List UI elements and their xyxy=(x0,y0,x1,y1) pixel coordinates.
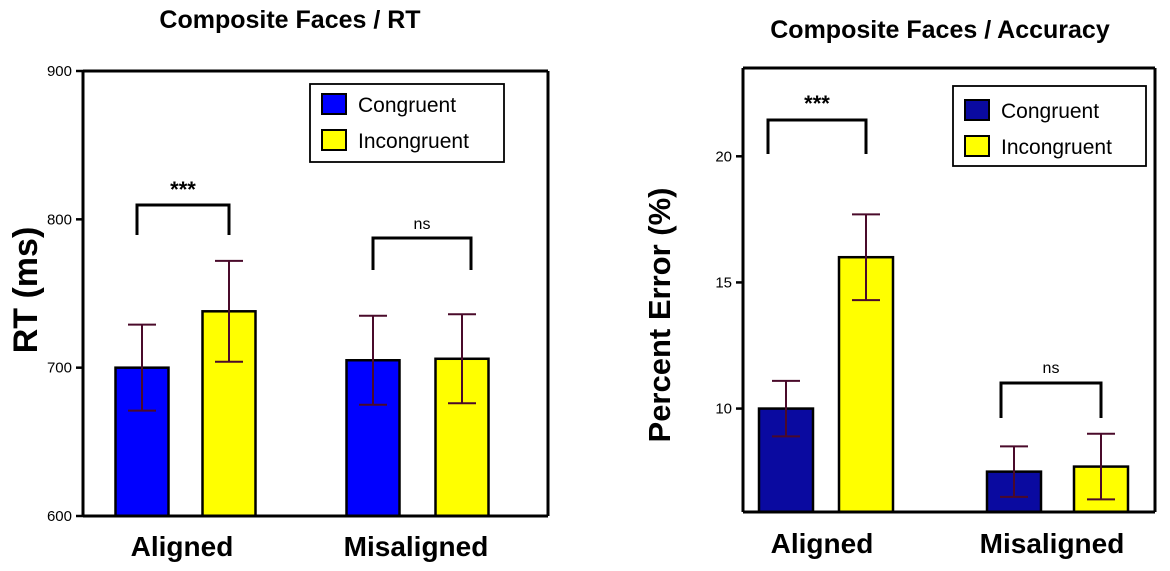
accuracy-significance: *** ns xyxy=(766,91,1103,418)
rt-category-misaligned: Misaligned xyxy=(344,531,489,562)
accuracy-bars xyxy=(757,255,1130,514)
acc-y-tick-label: 15 xyxy=(715,274,732,291)
accuracy-category-aligned: Aligned xyxy=(771,528,874,559)
acc-y-tick-label: 20 xyxy=(715,148,732,165)
rt-significance-bracket xyxy=(371,236,473,270)
accuracy-y-axis-label: Percent Error (%) xyxy=(642,188,677,443)
acc-y-tick-label: 10 xyxy=(715,401,732,418)
acc-significance-label: ns xyxy=(1043,360,1060,377)
rt-legend-swatch-congruent xyxy=(321,93,347,115)
accuracy-category-misaligned: Misaligned xyxy=(980,528,1125,559)
accuracy-legend: Congruent Incongruent xyxy=(952,85,1147,167)
acc-bar-incongruent-aligned xyxy=(837,255,895,514)
rt-bars xyxy=(114,310,490,518)
accuracy-panel: Composite Faces / Accuracy Percent Error… xyxy=(642,16,1157,559)
rt-y-tick-label: 800 xyxy=(47,211,72,228)
rt-y-tick-label: 700 xyxy=(47,360,72,377)
rt-significance: *** ns xyxy=(135,177,473,270)
rt-error-bars xyxy=(128,259,476,412)
rt-significance-label: ns xyxy=(414,216,431,233)
accuracy-error-bars xyxy=(772,213,1115,501)
accuracy-legend-swatch-incongruent xyxy=(964,135,990,157)
rt-y-axis-label: RT (ms) xyxy=(7,227,45,354)
rt-y-ticks: 600 700 800 900 xyxy=(47,63,83,525)
rt-significance-label: *** xyxy=(170,177,196,202)
acc-significance-bracket xyxy=(999,381,1103,418)
rt-panel: Composite Faces / RT RT (ms) 600 700 800 90… xyxy=(7,6,550,562)
accuracy-y-ticks: 10 15 20 xyxy=(715,148,743,418)
accuracy-legend-swatch-congruent xyxy=(964,99,990,121)
rt-y-tick-label: 600 xyxy=(47,508,72,525)
accuracy-legend-congruent: Congruent xyxy=(1001,100,1099,123)
rt-legend: Congruent Incongruent xyxy=(309,83,505,163)
rt-significance-bracket xyxy=(135,203,231,235)
accuracy-chart-title: Composite Faces / Accuracy xyxy=(770,16,1110,44)
accuracy-legend-incongruent: Incongruent xyxy=(1001,136,1112,159)
rt-legend-incongruent: Incongruent xyxy=(358,130,469,153)
acc-significance-bracket xyxy=(766,118,868,154)
rt-chart-title: Composite Faces / RT xyxy=(159,6,420,34)
rt-category-aligned: Aligned xyxy=(131,531,234,562)
rt-y-tick-label: 900 xyxy=(47,63,72,80)
rt-legend-congruent: Congruent xyxy=(358,94,456,117)
rt-legend-swatch-incongruent xyxy=(321,129,347,151)
acc-significance-label: *** xyxy=(804,91,830,116)
